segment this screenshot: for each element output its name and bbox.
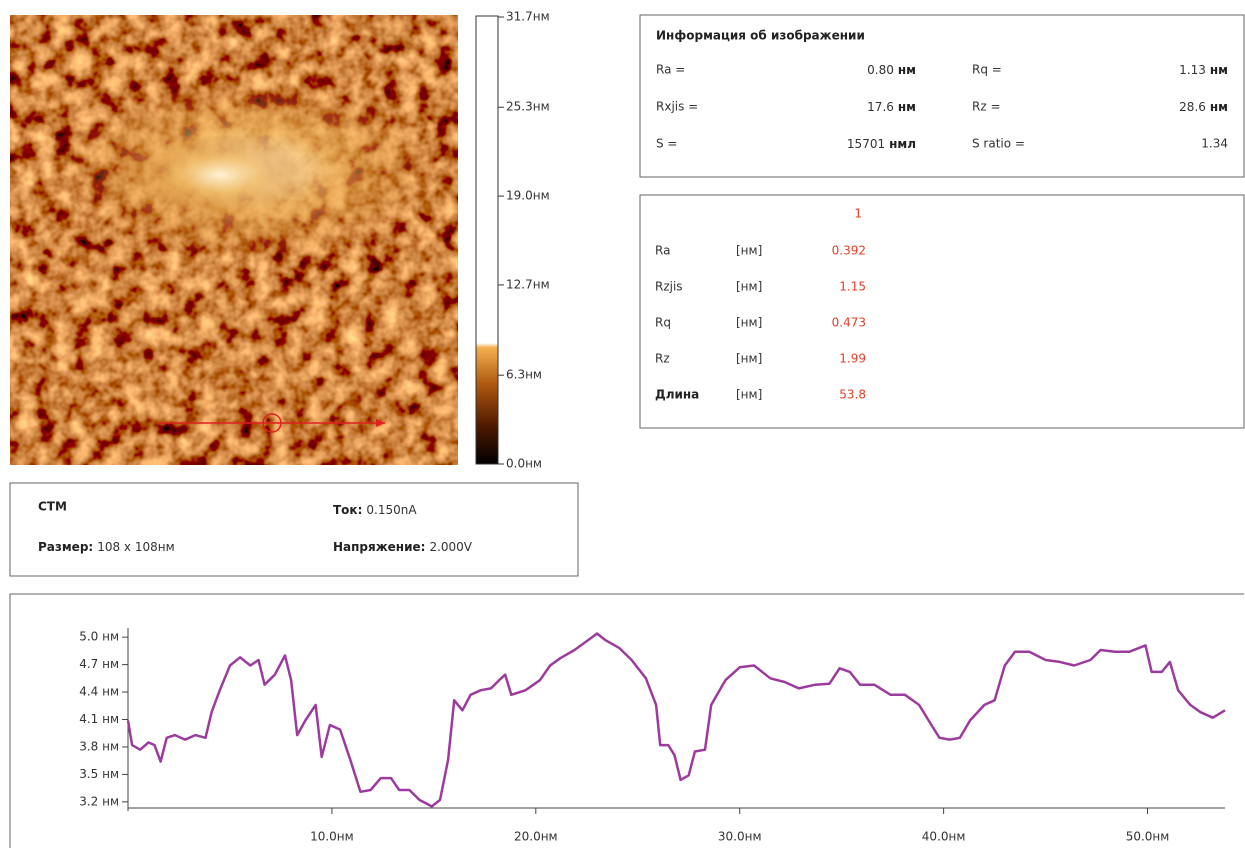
scan-field: Размер: 108 x 108нм: [38, 540, 175, 554]
stats-panel: [640, 195, 1244, 428]
info-label: S ratio =: [972, 137, 1025, 151]
info-value: 15701 нмл: [847, 137, 916, 151]
stat-value: 0.473: [832, 316, 866, 330]
colorbar-label: 6.3нм: [506, 368, 542, 382]
scan-field: Напряжение: 2.000V: [333, 540, 473, 554]
info-value: 17.6 нм: [867, 100, 916, 114]
stat-value: 1.99: [839, 352, 866, 366]
info-unit: нм: [1210, 100, 1228, 114]
stat-unit: [нм]: [736, 388, 762, 402]
colorbar-label: 0.0нм: [506, 457, 542, 471]
scan-label: Ток:: [333, 503, 362, 517]
y-tick-label: 4.4 нм: [79, 685, 119, 699]
stat-unit: [нм]: [736, 316, 762, 330]
y-tick-label: 3.2 нм: [79, 794, 119, 808]
info-number: 17.6: [867, 100, 894, 114]
stat-value: 1.15: [839, 280, 866, 294]
info-unit: нмл: [889, 137, 916, 151]
info-label: Rz =: [972, 100, 1001, 114]
scan-label: Размер:: [38, 540, 93, 554]
stat-name: Rz: [655, 352, 670, 366]
stat-value: 53.8: [839, 388, 866, 402]
colorbar-label: 25.3нм: [506, 100, 550, 114]
stat-unit: [нм]: [736, 352, 762, 366]
scan-field: Ток: 0.150nA: [333, 503, 417, 517]
x-tick-label: 10.0нм: [310, 830, 354, 844]
info-title: Информация об изображении: [656, 29, 865, 43]
stat-name: Rq: [655, 316, 671, 330]
colorbar-label: 12.7нм: [506, 277, 550, 291]
info-unit: нм: [1210, 63, 1228, 77]
info-value: 28.6 нм: [1179, 100, 1228, 114]
info-label: Ra =: [656, 63, 685, 77]
colorbar-label: 31.7нм: [506, 10, 550, 24]
info-unit: нм: [898, 100, 916, 114]
info-number: 1.13: [1179, 63, 1206, 77]
info-value: 1.34: [1201, 137, 1228, 151]
x-tick-label: 40.0нм: [922, 830, 966, 844]
stat-value: 0.392: [832, 244, 866, 258]
x-tick-label: 20.0нм: [514, 830, 558, 844]
x-tick-label: 30.0нм: [718, 830, 762, 844]
stat-name: Длина: [655, 388, 699, 402]
y-tick-label: 3.8 нм: [79, 739, 119, 753]
scan-mode: СТМ: [38, 500, 67, 514]
scan-value: 0.150nA: [366, 503, 417, 517]
scan-value: 2.000V: [429, 540, 472, 554]
info-number: 0.80: [867, 63, 894, 77]
stat-name: Ra: [655, 244, 670, 258]
y-tick-label: 5.0 нм: [79, 630, 119, 644]
colorbar: [476, 16, 498, 464]
y-tick-label: 3.5 нм: [79, 767, 119, 781]
info-label: Rq =: [972, 63, 1002, 77]
scan-label: Напряжение:: [333, 540, 425, 554]
image-bright-region: [130, 135, 310, 215]
x-tick-label: 50.0нм: [1126, 830, 1170, 844]
stat-unit: [нм]: [736, 280, 762, 294]
colorbar-label: 19.0нм: [506, 189, 550, 203]
info-value: 0.80 нм: [867, 63, 916, 77]
stm-image: [10, 15, 458, 465]
page: Информация об изображении 1 СТМ 31.7нм 25…: [0, 0, 1245, 848]
profile-panel: [10, 594, 1244, 848]
y-tick-label: 4.7 нм: [79, 657, 119, 671]
info-number: 28.6: [1179, 100, 1206, 114]
y-tick-label: 4.1 нм: [79, 712, 119, 726]
scan-value: 108 x 108нм: [97, 540, 174, 554]
info-value: 1.13 нм: [1179, 63, 1228, 77]
info-number: 15701: [847, 137, 885, 151]
info-unit: нм: [898, 63, 916, 77]
info-label: Rxjis =: [656, 100, 698, 114]
info-label: S =: [656, 137, 678, 151]
scan-panel: [10, 483, 578, 576]
profile-line: [128, 634, 1225, 807]
stat-name: Rzjis: [655, 280, 683, 294]
stat-unit: [нм]: [736, 244, 762, 258]
stats-column: 1: [854, 207, 862, 221]
